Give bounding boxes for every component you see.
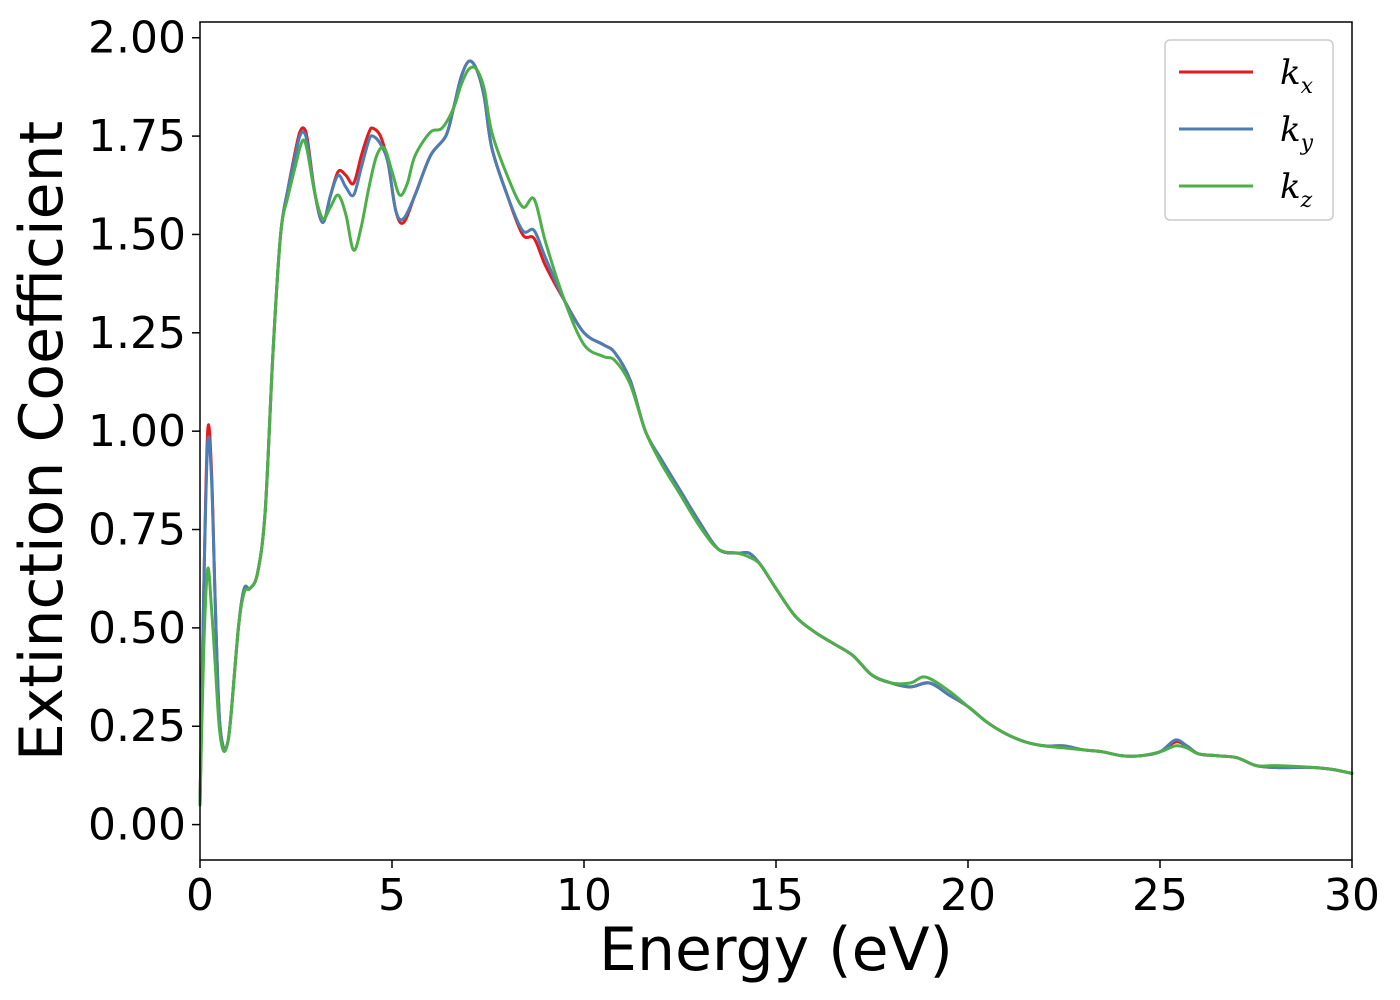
y-tick-label: 0.25 — [88, 701, 186, 752]
x-tick-label: 5 — [378, 870, 406, 921]
x-tick-label: 25 — [1132, 870, 1188, 921]
y-axis-ticks: 0.00 0.25 0.50 0.75 1.00 1.25 1.50 1.75 2.00 — [88, 13, 200, 851]
x-tick-label: 20 — [940, 870, 996, 921]
x-axis-ticks: 0 5 10 15 20 25 30 — [186, 860, 1380, 921]
y-axis-title: Extinction Coefficient — [7, 121, 77, 761]
legend-label-base: k — [1280, 53, 1301, 93]
series-line-z — [198, 65, 1354, 807]
y-tick-label: 0.00 — [88, 800, 186, 851]
legend-label-base: k — [1280, 167, 1301, 207]
y-tick-label: 0.50 — [88, 603, 186, 654]
x-tick-label: 30 — [1324, 870, 1380, 921]
x-axis-title: Energy (eV) — [599, 915, 953, 985]
y-tick-label: 1.25 — [88, 308, 186, 359]
y-tick-label: 1.50 — [88, 209, 186, 260]
y-tick-label: 0.75 — [88, 505, 186, 556]
legend-label-subscript: z — [1300, 188, 1313, 213]
y-tick-label: 2.00 — [88, 13, 186, 64]
legend-label-base: k — [1280, 110, 1301, 150]
legend-label-x: kx — [1280, 53, 1314, 99]
legend-label-subscript: y — [1300, 131, 1314, 156]
legend-label-z: kz — [1280, 167, 1313, 213]
x-tick-label: 10 — [556, 870, 612, 921]
y-tick-label: 1.00 — [88, 406, 186, 457]
series-layer — [198, 59, 1354, 807]
x-tick-label: 15 — [748, 870, 804, 921]
y-tick-label: 1.75 — [88, 111, 186, 162]
x-tick-label: 0 — [186, 870, 214, 921]
legend-label-subscript: x — [1301, 74, 1314, 99]
legend-label-y: ky — [1280, 110, 1314, 156]
